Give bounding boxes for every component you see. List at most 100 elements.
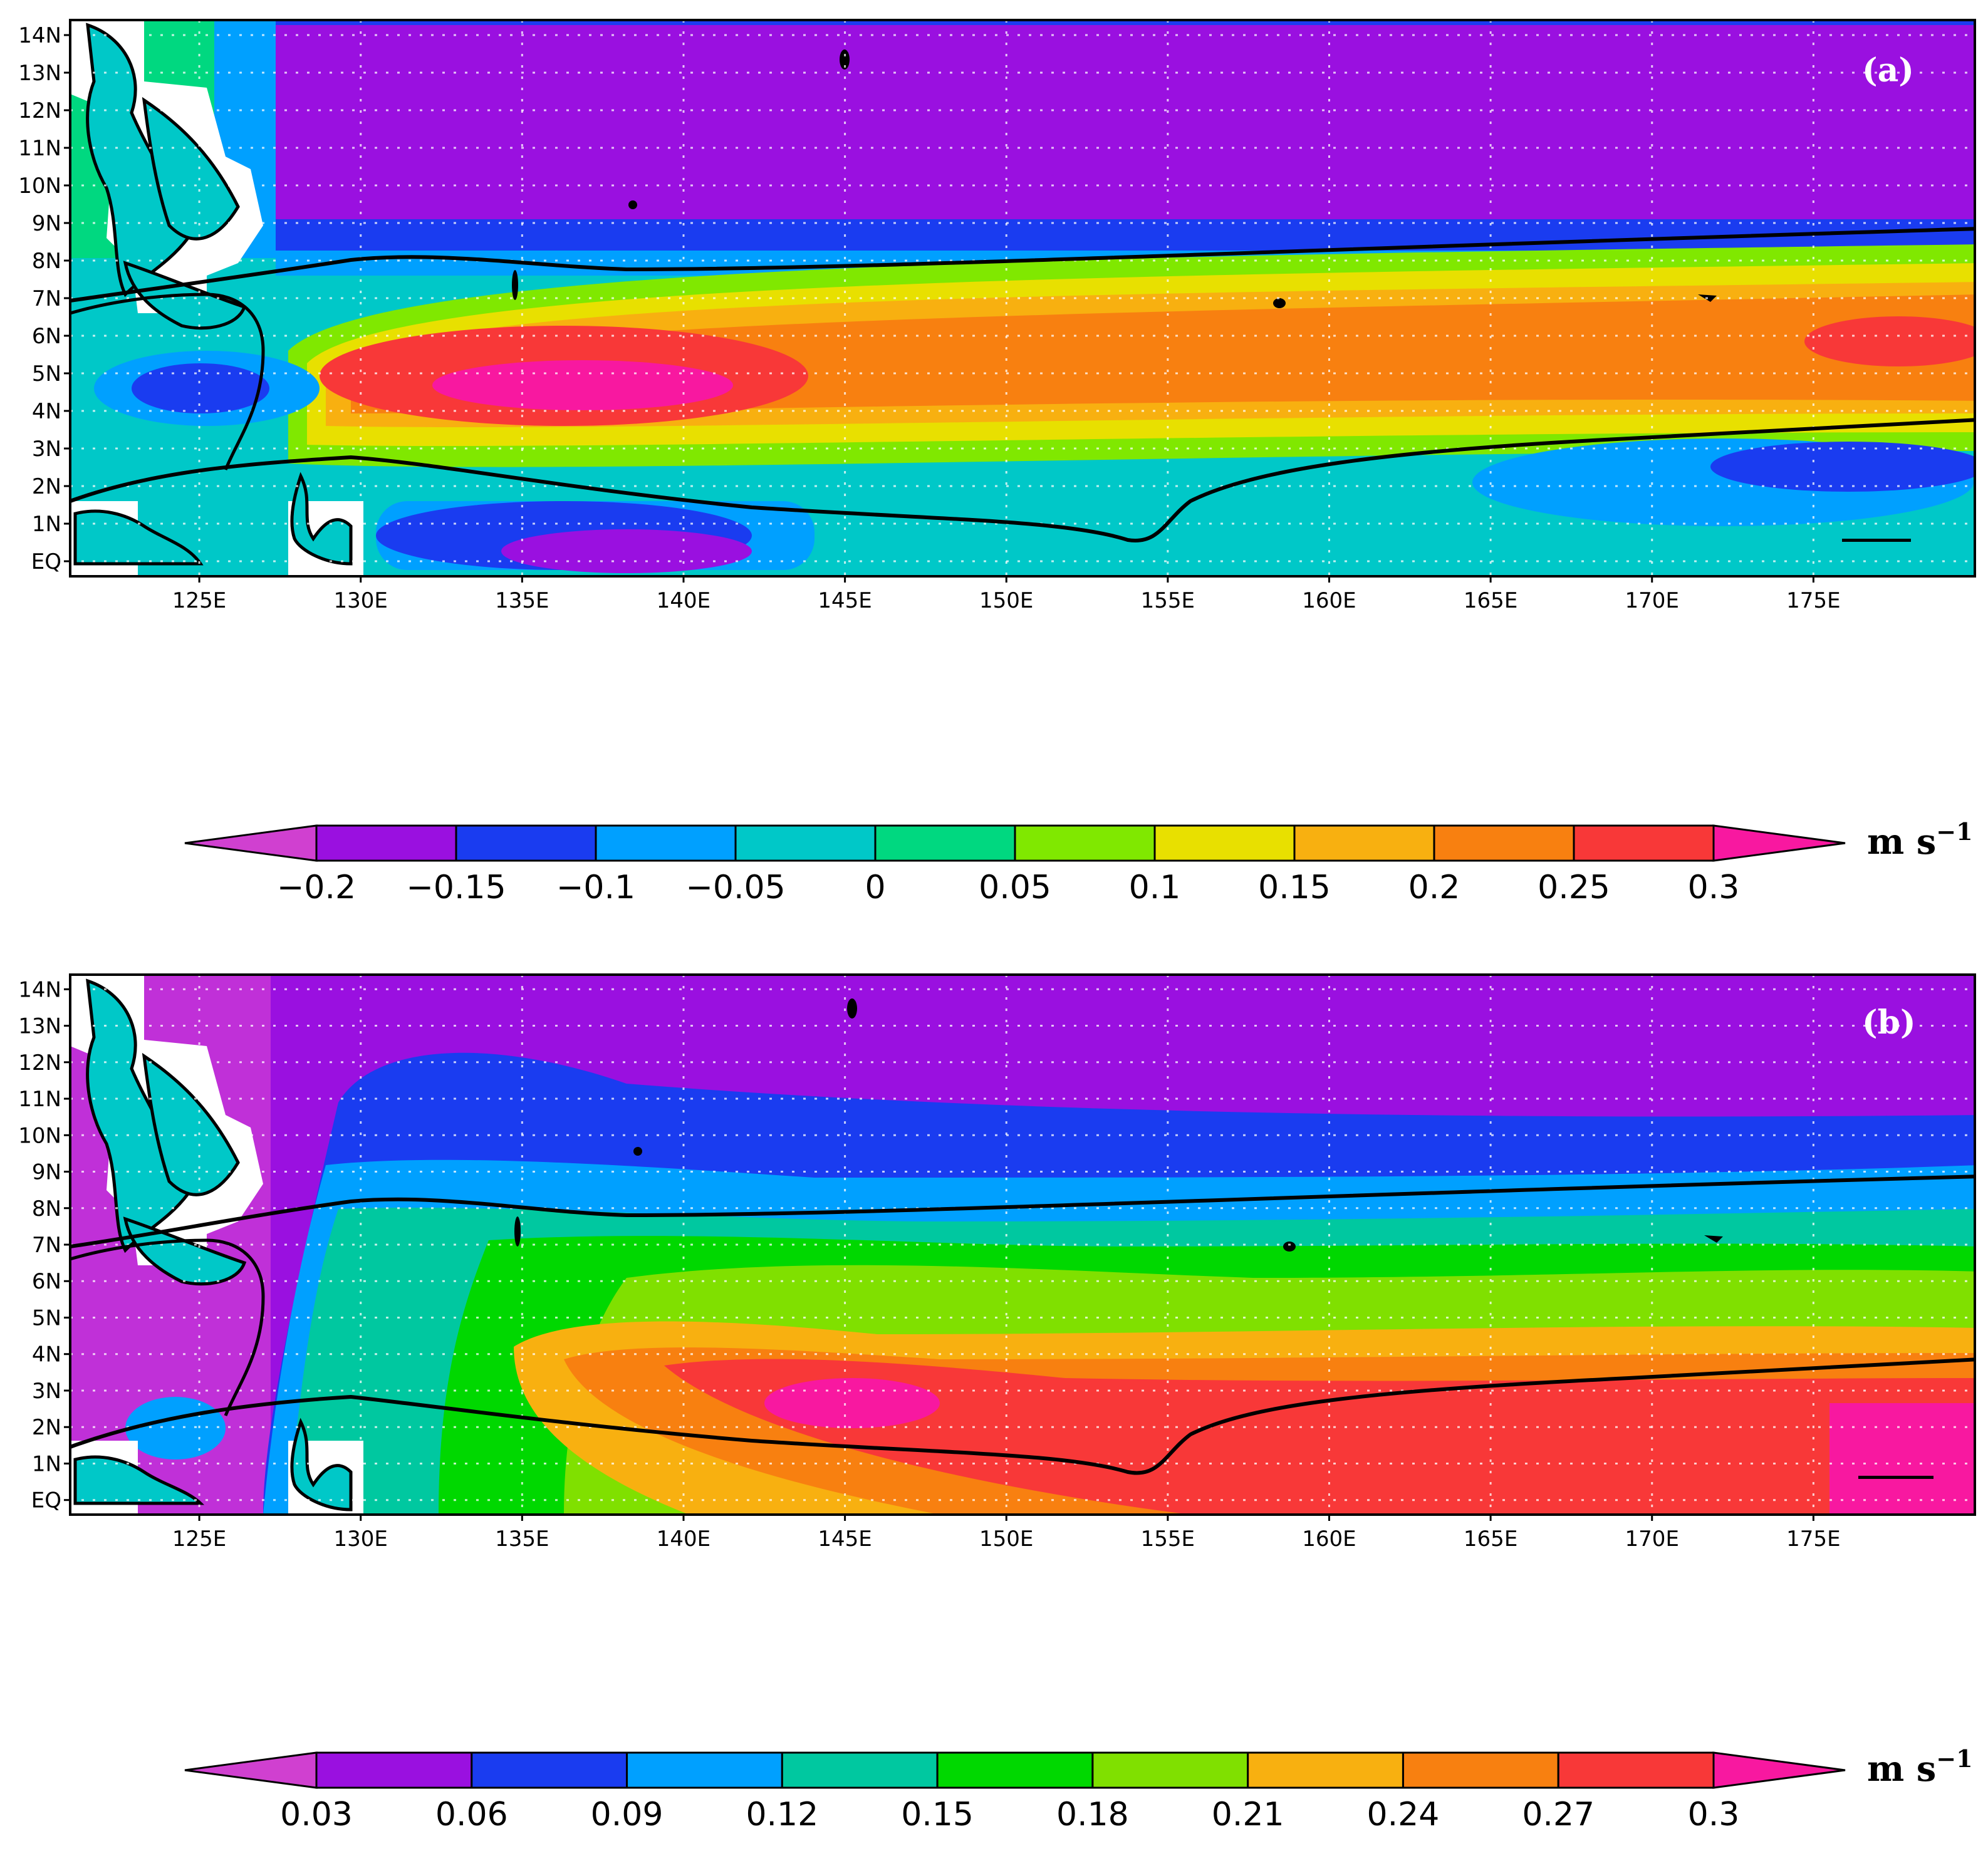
colorbar-tick-label: 0.3 [1688,1796,1740,1833]
colorbar-tick-label: 0.2 [1408,869,1460,906]
colorbar-tick-label: 0 [865,869,885,906]
colorbar-segment [595,824,737,862]
colorbar-tick-label: 0.03 [280,1796,353,1833]
colorbar-segment [1557,1751,1715,1789]
lat-tick-label: 1N [32,512,61,537]
colorbar-tick-label: −0.05 [685,869,785,906]
lat-tick-label: 7N [32,286,61,311]
lon-tick-label: 140E [657,588,710,613]
lon-tick-label: 140E [657,1527,710,1552]
lon-tick-label: 175E [1786,1527,1840,1552]
lon-tick-label: 170E [1625,588,1679,613]
colorbar-segment [1293,824,1435,862]
lat-tick-label: 4N [32,1342,61,1367]
colorbar-segment [1433,824,1575,862]
panel-a: (a) EQ1N2N3N4N5N6N7N8N9N10N11N12N13N14N … [18,19,1976,906]
colorbar-segment [455,824,597,862]
colorbar-segment [1014,824,1156,862]
panel-b-lat-ticks: EQ 1N 2N 3N 4N 5N 6N 7N 8N 9N 10N 11N 12N 13N 14N [18,977,70,1513]
panel-b-contour-north [70,1174,1975,1248]
lat-tick-label: 2N [32,1415,61,1440]
lat-tick-label: 2N [32,474,61,499]
colorbar-tick-label: 0.24 [1367,1796,1440,1833]
colorbar-segment [936,1751,1094,1789]
lon-tick-label: 125E [172,588,226,613]
colorbar-tick-label: −0.2 [277,869,356,906]
colorbar-segment [315,824,457,862]
lat-tick-label: 12N [18,1050,61,1076]
panel-b-colorbar: 0.03 0.06 0.09 0.12 0.15 0.18 0.21 0.24 0.27 0.3 [184,1751,1846,1833]
colorbar-tick-label: 0.21 [1212,1796,1284,1833]
colorbar-low-extension [184,1751,318,1789]
colorbar-segment [1573,824,1715,862]
colorbar-low-extension [184,824,318,862]
colorbar-tick-label: 0.09 [591,1796,664,1833]
lon-tick-label: 145E [818,588,872,613]
lon-tick-label: 170E [1625,1527,1679,1552]
colorbar-tick-label: 0.1 [1129,869,1181,906]
panel-b: (b) EQ1N2N3N4N5N6N7N8N9N10N11N12N13N14N … [18,973,1976,1833]
lat-tick-label: 9N [32,211,61,236]
lon-tick-label: 165E [1464,1527,1517,1552]
lon-tick-label: 160E [1302,588,1356,613]
panel-a-map [70,20,1975,576]
panel-b-lon-ticks: 125E 130E 135E 140E 145E 150E 155E 160E 165E 170E… [172,1515,1841,1552]
lat-tick-label: 3N [32,1379,61,1404]
colorbar-tick-label: 0.05 [979,869,1051,906]
lat-tick-label: EQ [31,1488,61,1513]
lat-tick-label: 3N [32,437,61,462]
colorbar-segment [734,824,877,862]
lon-tick-label: 155E [1141,588,1195,613]
lon-tick-label: 135E [495,588,549,613]
colorbar-tick-label: 0.27 [1522,1796,1595,1833]
colorbar-tick-label: 0.18 [1056,1796,1129,1833]
lon-tick-label: 130E [334,588,388,613]
lat-tick-label: 13N [18,61,61,86]
lat-tick-label: 8N [32,249,61,274]
lon-tick-label: 125E [172,1527,226,1552]
panel-a-lat-ticks: EQ 1N 2N 3N 4N 5N 6N 7N 8N 9N 10N 11N 12N 13N 14N [18,23,70,574]
panel-a-label: (a) [1862,51,1914,90]
lon-tick-label: 150E [979,1527,1033,1552]
panel-b-map [70,975,1975,1515]
lon-tick-label: 150E [979,588,1033,613]
lat-tick-label: 6N [32,1269,61,1294]
colorbar-high-extension [1712,1751,1846,1789]
panel-b-colorbar-unit: m s−1 [1867,1745,1973,1790]
colorbar-tick-label: 0.15 [1258,869,1331,906]
colorbar-tick-label: 0.15 [901,1796,974,1833]
lon-tick-label: 145E [818,1527,872,1552]
panel-b-contour-south [70,1357,1975,1475]
panel-a-grid [70,20,1975,576]
lon-tick-label: 135E [495,1527,549,1552]
panel-a-lon-ticks: 125E 130E 135E 140E 145E 150E 155E 160E 165E 170E… [172,576,1841,613]
panel-a-zero-contour-south [70,418,1975,543]
lat-tick-label: EQ [31,549,61,574]
colorbar-segment [315,1751,473,1789]
colorbar-segment [781,1751,939,1789]
colorbar-segment [626,1751,783,1789]
lon-tick-label: 155E [1141,1527,1195,1552]
panel-a-colorbar: −0.2 −0.15 −0.1 −0.05 0 0.05 0.1 0.15 0.2 0.25 0.3 [184,824,1846,906]
lat-tick-label: 5N [32,361,61,386]
lat-tick-label: 7N [32,1233,61,1258]
colorbar-tick-label: 0.3 [1688,869,1740,906]
colorbar-segment [471,1751,628,1789]
lat-tick-label: 10N [18,1123,61,1148]
lat-tick-label: 8N [32,1196,61,1221]
colorbar-tick-label: −0.1 [556,869,635,906]
panel-b-label: (b) [1862,1003,1916,1042]
lon-tick-label: 175E [1786,588,1840,613]
colorbar-tick-label: 0.25 [1538,869,1610,906]
colorbar-segment [874,824,1016,862]
colorbar-high-extension [1712,824,1846,862]
colorbar-segment [1247,1751,1404,1789]
colorbar-tick-label: 0.12 [746,1796,818,1833]
lat-tick-label: 9N [32,1160,61,1185]
panel-a-colorbar-unit: m s−1 [1867,817,1973,863]
panel-a-zero-contour-north [70,227,1975,303]
lat-tick-label: 13N [18,1014,61,1039]
lat-tick-label: 6N [32,324,61,349]
lat-tick-label: 11N [18,136,61,161]
